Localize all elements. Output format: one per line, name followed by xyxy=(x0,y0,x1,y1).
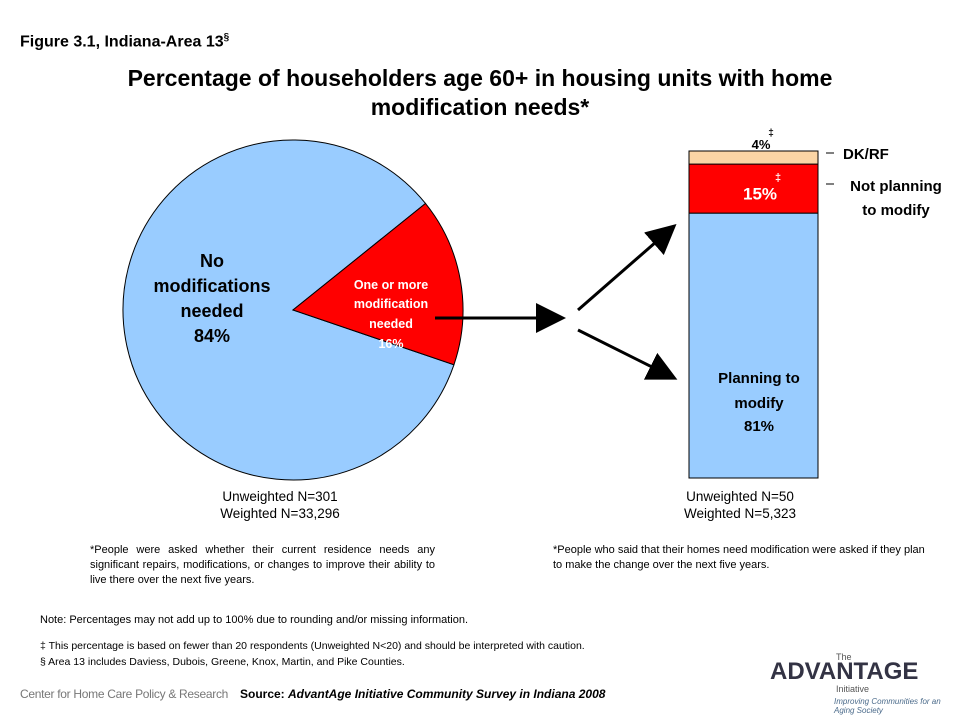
pie-unweighted-n: Unweighted N=301 xyxy=(222,489,338,504)
advantage-initiative-logo: The ADVANTAGE Initiative Improving Commu… xyxy=(770,652,950,715)
bar-unweighted-n: Unweighted N=50 xyxy=(686,489,794,504)
pie-label-mod-1: modification xyxy=(354,297,428,311)
pie-chart: No modifications needed 84% One or more modif… xyxy=(122,139,464,481)
bar-segment-dkrf xyxy=(688,150,819,165)
bar-label-not-planning: 15% xyxy=(743,185,777,204)
pie-weighted-n: Weighted N=33,296 xyxy=(220,506,340,521)
pie-label-mod-2: needed xyxy=(369,317,413,331)
bar-weighted-n: Weighted N=5,323 xyxy=(684,506,796,521)
logo-initiative: Initiative xyxy=(836,684,870,694)
logo-the: The xyxy=(836,652,852,662)
pie-label-no-mod-1: modifications xyxy=(153,276,270,296)
source: Source: AdvantAge Initiative Community S… xyxy=(240,687,606,701)
pie-label-mod-0: One or more xyxy=(354,278,428,292)
note-section: § Area 13 includes Daviess, Dubois, Gree… xyxy=(40,656,405,668)
bar-flag-not-planning: ‡ xyxy=(775,172,781,184)
bar-segment-planning xyxy=(688,212,819,479)
pie-label-no-mod-0: No xyxy=(200,251,224,271)
center-home-care-logo: Center for Home Care Policy & Research xyxy=(20,687,229,701)
pie-label-no-mod-3: 84% xyxy=(194,326,230,346)
bar-label-planning-0: Planning to xyxy=(718,370,800,387)
logo-name: ADVANTAGE xyxy=(770,658,919,685)
pie-label-no-mod-2: needed xyxy=(180,301,243,321)
pie-label-mod-3: 16% xyxy=(378,337,403,351)
bar-flag-dkrf: ‡ xyxy=(768,128,774,139)
pie-n-block: Unweighted N=301 Weighted N=33,296 xyxy=(190,488,370,522)
title-line-2: modification needs* xyxy=(370,94,590,120)
bar-label-planning-1: modify xyxy=(734,395,784,412)
bar-label-dkrf: 4% xyxy=(752,137,771,152)
title-line-1: Percentage of householders age 60+ in ho… xyxy=(127,65,833,91)
note: Note: Percentages may not add up to 100%… xyxy=(40,614,469,626)
logo-tagline: Improving Communities for an Aging Socie… xyxy=(834,697,941,715)
legend-dkrf: DK/RF xyxy=(843,146,889,163)
bar-label-planning-2: 81% xyxy=(744,418,774,435)
figure-label: Figure 3.1, Indiana-Area 13§ xyxy=(20,32,230,51)
arrow-up xyxy=(577,224,677,312)
note-dagger: ‡ This percentage is based on fewer than… xyxy=(40,640,585,652)
bar-n-block: Unweighted N=50 Weighted N=5,323 xyxy=(650,488,830,522)
pie-slice-no-modifications xyxy=(122,139,455,481)
pie-slice-modifications-needed xyxy=(291,202,464,366)
legend-notplanning-1: Not planning xyxy=(850,178,942,195)
footnote-right: *People who said that their homes need m… xyxy=(553,544,925,571)
bar-segment-not-planning xyxy=(688,163,819,214)
arrow-down xyxy=(577,328,678,380)
legend-notplanning-2: to modify xyxy=(862,202,930,219)
chart-title: Percentage of householders age 60+ in ho… xyxy=(40,64,920,122)
footnote-left: *People were asked whether their current… xyxy=(90,544,435,586)
